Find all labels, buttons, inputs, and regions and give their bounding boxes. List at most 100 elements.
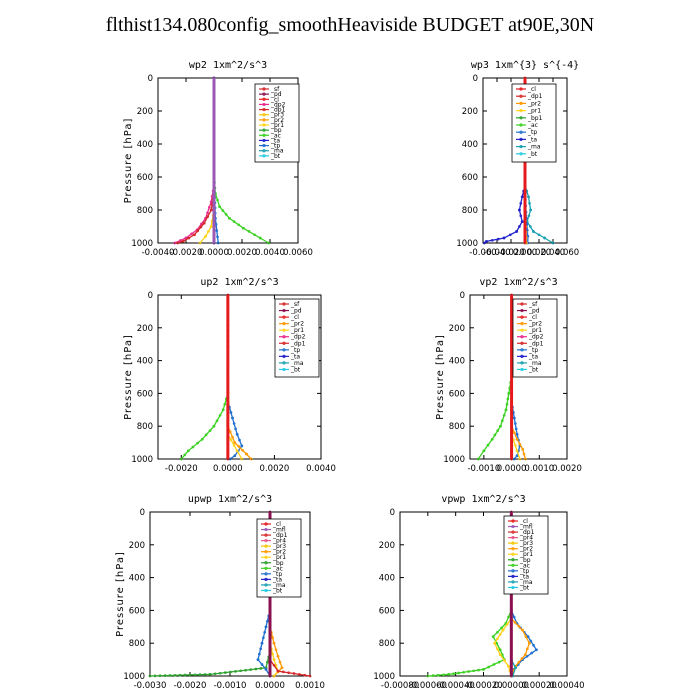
y-tick-label: 200	[462, 107, 478, 117]
data-point	[198, 241, 202, 245]
legend: _cl_dp1_pr2_pr1_bp1_ac_tp_ta_ma_bt	[511, 83, 557, 163]
legend-label: _bt	[270, 153, 281, 160]
legend-marker	[282, 302, 286, 306]
series-line-dp1	[177, 193, 215, 244]
series-line-bp	[149, 626, 271, 677]
data-point	[272, 658, 276, 661]
data-point	[515, 437, 519, 441]
data-point	[504, 408, 508, 412]
data-point	[520, 220, 524, 223]
data-point	[221, 408, 225, 412]
legend-label: _pr2	[290, 321, 304, 328]
legend-label: _pr3	[272, 543, 286, 550]
legend-marker	[511, 547, 515, 551]
legend-marker	[282, 367, 286, 372]
x-tick-label: 0.0040	[255, 248, 285, 258]
y-axis-label: Pressure [hPa]	[123, 334, 134, 420]
legend-label: _ma	[528, 360, 542, 367]
legend-label: _dp1	[270, 107, 286, 114]
series-line-pr2	[511, 425, 527, 460]
data-point	[234, 427, 237, 431]
data-point	[303, 673, 307, 677]
x-tick-label: -0.0020	[165, 464, 198, 474]
data-point	[525, 654, 529, 658]
legend-label: _pr4	[519, 535, 533, 542]
legend-label: _pr1	[270, 122, 284, 129]
y-tick-label: 200	[449, 324, 465, 334]
data-point	[199, 225, 203, 229]
legend-label: _sf	[528, 301, 538, 308]
data-point	[524, 635, 528, 638]
legend-label: _bp	[519, 557, 531, 564]
y-tick-label: 1000	[456, 239, 478, 249]
data-point	[467, 670, 470, 673]
legend-label: _bt	[519, 584, 530, 591]
data-point	[308, 674, 312, 678]
data-point	[447, 673, 451, 676]
panel-title: vpwp 1xm^2/s^3	[441, 494, 525, 505]
data-point	[259, 647, 263, 651]
data-point	[535, 648, 538, 652]
legend-label: _sf	[270, 86, 280, 93]
data-point	[522, 452, 526, 456]
data-point	[235, 433, 239, 436]
legend-box	[511, 83, 557, 163]
legend-marker	[262, 102, 266, 107]
x-tick-label: 0.00000	[494, 681, 529, 691]
legend-marker	[511, 558, 515, 562]
y-tick-label: 600	[462, 173, 478, 183]
data-point	[272, 663, 276, 667]
data-point	[215, 229, 219, 232]
panel-title: vp2 1xm^2/s^3	[479, 277, 557, 288]
legend-label: _ma	[272, 582, 286, 589]
data-point	[173, 241, 177, 245]
data-point	[191, 445, 195, 449]
legend-marker	[511, 541, 515, 545]
x-tick-label: -0.0040	[142, 248, 175, 258]
data-point	[259, 667, 263, 670]
legend-label: _ta	[528, 353, 538, 360]
data-point	[551, 241, 555, 245]
data-point	[148, 674, 152, 678]
series-line-dp2	[477, 376, 513, 460]
legend-marker	[282, 328, 286, 332]
legend-marker	[264, 572, 268, 576]
y-axis-label: Pressure [hPa]	[123, 118, 134, 204]
y-tick-label: 0	[460, 291, 465, 301]
x-tick-label: -0.0020	[174, 681, 207, 691]
data-point	[206, 211, 209, 215]
data-point	[216, 241, 220, 245]
legend-marker	[520, 354, 524, 358]
data-point	[229, 670, 232, 674]
data-point	[261, 636, 265, 640]
data-point	[528, 641, 531, 645]
data-point	[264, 625, 268, 629]
series-line-pr2	[269, 626, 283, 677]
legend-marker	[519, 94, 523, 98]
legend-label: _pr2	[270, 117, 284, 124]
data-point	[507, 392, 511, 395]
data-point	[218, 671, 222, 675]
data-point	[245, 452, 248, 456]
data-point	[193, 673, 197, 677]
y-tick-label: 1000	[131, 239, 153, 249]
data-point	[497, 660, 501, 664]
legend-label: _pr1	[527, 108, 541, 115]
legend-label: _tp	[527, 129, 537, 136]
legend-label: _bp	[270, 127, 282, 134]
data-point	[216, 235, 219, 239]
data-point	[498, 648, 502, 652]
legend-marker	[282, 322, 286, 326]
data-point	[249, 457, 253, 461]
legend-label: _dp1	[528, 340, 544, 347]
legend-label: _ac	[272, 565, 283, 572]
data-point	[529, 639, 533, 643]
data-point	[271, 636, 275, 640]
data-point	[515, 449, 519, 453]
x-tick-label: 0.0040	[306, 464, 336, 474]
data-point	[215, 419, 219, 423]
data-point	[527, 214, 531, 218]
y-tick-label: 0	[148, 74, 153, 84]
x-tick-label: 0.020	[527, 248, 551, 258]
